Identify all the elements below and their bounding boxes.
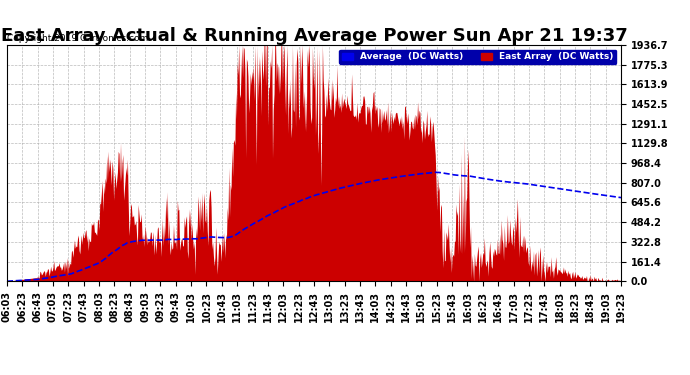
Legend: Average  (DC Watts), East Array  (DC Watts): Average (DC Watts), East Array (DC Watts… bbox=[339, 50, 616, 64]
Title: East Array Actual & Running Average Power Sun Apr 21 19:37: East Array Actual & Running Average Powe… bbox=[1, 27, 627, 45]
Text: Copyright 2019 Cartronics.com: Copyright 2019 Cartronics.com bbox=[7, 34, 148, 43]
